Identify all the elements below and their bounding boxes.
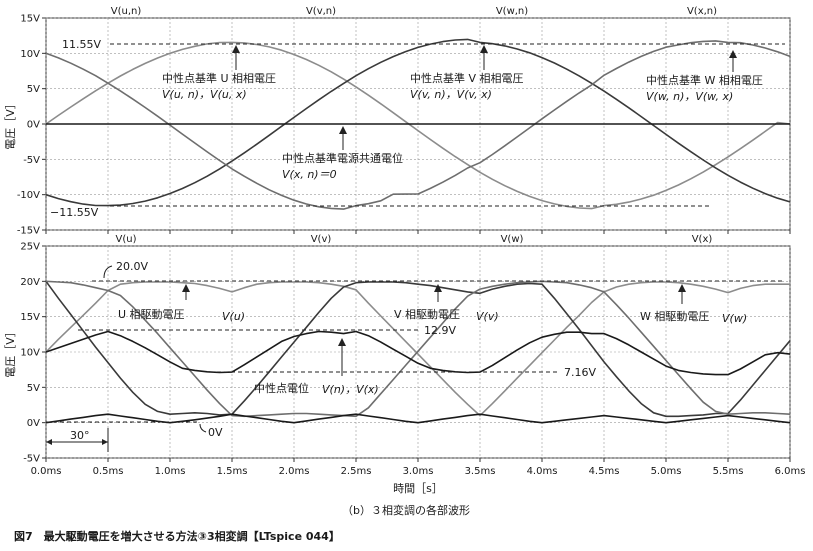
bottom-legend-Vu: V(u) (116, 234, 137, 245)
annotation-neutral-potential: 中性点電位 (254, 381, 309, 395)
bottom-x-tick-label: 0.0ms (31, 466, 62, 477)
bottom-x-tick-label: 0.5ms (93, 466, 124, 477)
arrowhead-w-phase (729, 50, 737, 58)
hline-label-12-9: 12.9V (424, 324, 456, 337)
top-y-tick-labels: -15V -10V -5V 0V 5V 10V 15V (17, 14, 40, 237)
annotation-v-drive-symbol: V(v) (476, 310, 499, 323)
span-arrow-left (46, 439, 52, 445)
arrowhead-neutral-common (339, 126, 347, 134)
top-y-tick-label: -5V (23, 155, 40, 166)
bottom-x-tick-label: 3.5ms (465, 466, 496, 477)
top-y-axis-label: 電圧［V］ (4, 98, 17, 150)
top-y-tick-label: 15V (20, 14, 40, 25)
bottom-y-tick-labels: -5V 0V 5V 10V 15V 20V 25V (20, 242, 40, 465)
annotation-neutral-potential-symbol: V(n)，V(x) (322, 383, 379, 396)
bottom-panel: -5V 0V 5V 10V 15V 20V 25V 0.0ms 0.5ms 1.0ms 1.5ms… (4, 234, 805, 495)
top-y-tick-label: 0V (27, 120, 40, 131)
bottom-y-tick-label: 10V (20, 348, 40, 359)
annotation-w-drive: W 相駆動電圧 (640, 309, 709, 323)
bottom-y-tick-label: 20V (20, 277, 40, 288)
arrowhead-w-drive (678, 284, 686, 292)
annotation-w-drive-symbol: V(w) (722, 312, 747, 325)
annotation-u-phase-symbol: V(u, n)，V(u, x) (162, 88, 247, 101)
span-arrow-right (102, 439, 108, 445)
arrowhead-u-phase (232, 45, 240, 53)
bottom-legend-Vx: V(x) (692, 234, 713, 245)
annotation-w-phase-symbol: V(w, n)，V(w, x) (646, 90, 733, 103)
bottom-y-tick-label: -5V (23, 454, 40, 465)
annotation-v-phase-voltage: 中性点基準 V 相相電圧 (410, 71, 524, 85)
annotation-neutral-common: 中性点基準電源共通電位 (282, 151, 403, 165)
bottom-y-tick-label: 25V (20, 242, 40, 253)
hline-label-20-0: 20.0V (116, 260, 148, 273)
annotation-u-phase-voltage: 中性点基準 U 相相電圧 (162, 71, 276, 85)
top-legend-Vxn: V(x,n) (687, 6, 717, 17)
bottom-legend-Vv: V(v) (311, 234, 332, 245)
bottom-x-tick-label: 2.0ms (279, 466, 310, 477)
annotation-neutral-common-symbol: V(x, n)＝0 (282, 168, 337, 181)
top-series-Vun-line (45, 41, 791, 210)
bottom-x-tick-label: 5.5ms (713, 466, 744, 477)
bottom-x-tick-label: 1.0ms (155, 466, 186, 477)
arrowhead-u-drive (182, 284, 190, 292)
bottom-series-Vn-line (45, 413, 791, 424)
bottom-x-tick-label: 2.5ms (341, 466, 372, 477)
bottom-series-Vw-line (45, 280, 791, 418)
leader-20-0 (103, 265, 113, 279)
bottom-legend-Vw: V(w) (501, 234, 524, 245)
bottom-y-tick-label: 15V (20, 312, 40, 323)
arrowhead-neutral-potential (338, 338, 346, 346)
bottom-series-Vu-line (45, 281, 790, 417)
span-label-30: 30° (70, 429, 90, 442)
annotation-v-phase-symbol: V(v, n)，V(v, x) (410, 88, 492, 101)
top-series-Vvn-line (45, 38, 791, 207)
arrowhead-v-drive (434, 284, 442, 292)
hline-label-7-16: 7.16V (564, 366, 596, 379)
bottom-series-Vx-line (45, 330, 791, 376)
bottom-x-tick-label: 6.0ms (775, 466, 806, 477)
annotation-v-drive: V 相駆動電圧 (394, 307, 460, 321)
hline-label-11-55: 11.55V (62, 38, 101, 51)
figure-subcaption: （b）３相変調の各部波形 (342, 503, 470, 517)
bottom-x-tick-label: 4.0ms (527, 466, 558, 477)
top-legend-Vvn: V(v,n) (306, 6, 336, 17)
bottom-legend: V(u) V(v) V(w) V(x) (116, 234, 713, 245)
top-legend-Vwn: V(w,n) (496, 6, 528, 17)
bottom-series (45, 280, 791, 424)
top-y-tick-label: 10V (20, 49, 40, 60)
bottom-y-axis-label: 電圧［V］ (4, 326, 17, 378)
leader-0 (199, 423, 207, 433)
bottom-x-tick-label: 3.0ms (403, 466, 434, 477)
bottom-x-tick-label: 5.0ms (651, 466, 682, 477)
bottom-x-axis-label: 時間［s］ (393, 482, 443, 495)
top-y-tick-label: -10V (17, 190, 40, 201)
top-legend: V(u,n) V(v,n) V(w,n) V(x,n) (111, 6, 717, 17)
top-panel: -15V -10V -5V 0V 5V 10V 15V V(u,n) V(v,n) V(w,n)… (4, 6, 791, 237)
figure-caption: 図7 最大駆動電圧を増大させる方法③3相変調【LTspice 044】 (14, 529, 340, 543)
top-series-Vwn-line (45, 40, 791, 210)
bottom-y-tick-label: 5V (27, 383, 40, 394)
top-y-tick-label: -15V (17, 226, 40, 237)
top-y-tick-label: 5V (27, 84, 40, 95)
hline-label-neg-11-55: −11.55V (50, 206, 99, 219)
bottom-x-tick-label: 1.5ms (217, 466, 248, 477)
hline-label-0: 0V (208, 426, 223, 439)
annotation-w-phase-voltage: 中性点基準 W 相相電圧 (646, 73, 763, 87)
top-legend-Vun: V(u,n) (111, 6, 142, 17)
top-series (45, 38, 791, 210)
bottom-x-tick-label: 4.5ms (589, 466, 620, 477)
annotation-u-drive: U 相駆動電圧 (118, 307, 185, 321)
bottom-y-tick-label: 0V (27, 418, 40, 429)
bottom-series-Vv-line (45, 280, 791, 418)
bottom-x-tick-labels: 0.0ms 0.5ms 1.0ms 1.5ms 2.0ms 2.5ms 3.0ms 3.5ms… (31, 466, 806, 477)
annotation-u-drive-symbol: V(u) (222, 310, 245, 323)
arrowhead-v-phase (480, 45, 488, 53)
